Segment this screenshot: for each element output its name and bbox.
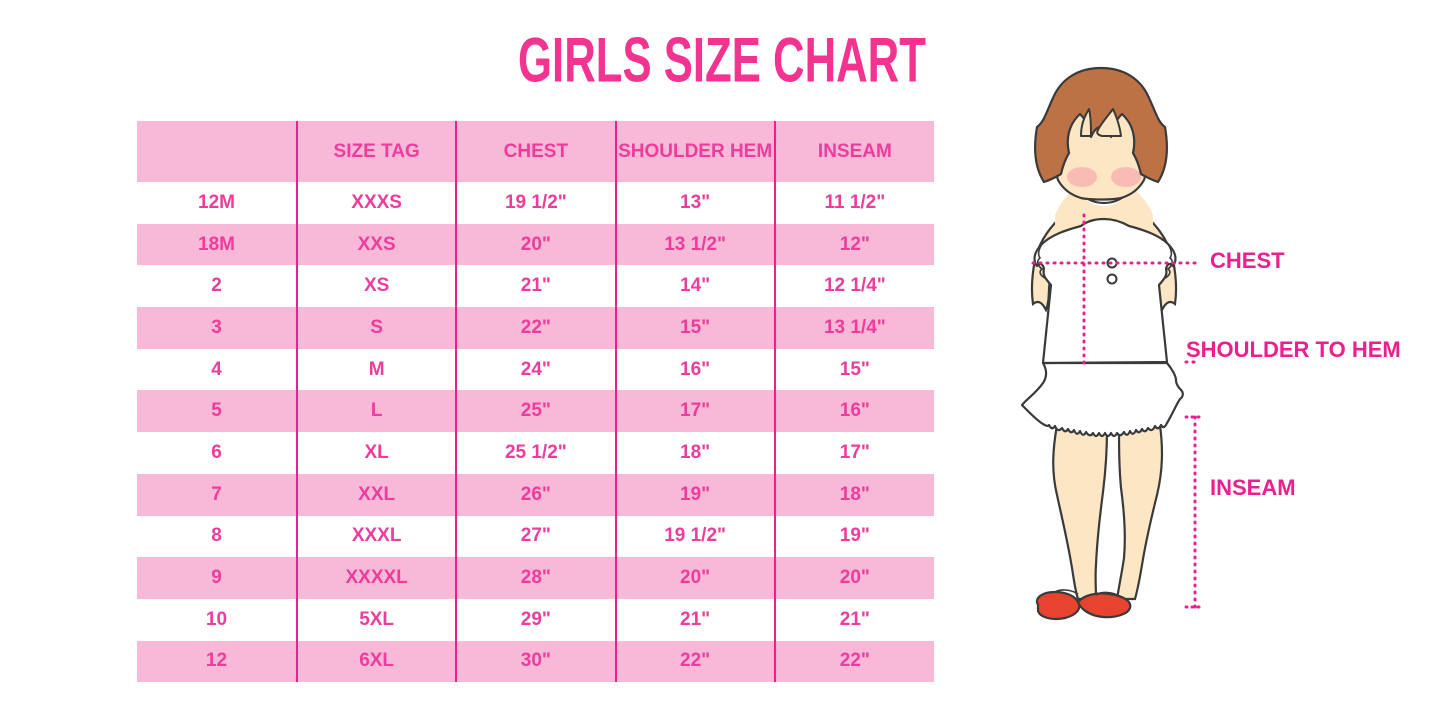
svg-text:CHEST: CHEST <box>1210 248 1285 273</box>
svg-text:INSEAM: INSEAM <box>1210 475 1296 500</box>
svg-text:SHOULDER TO HEM: SHOULDER TO HEM <box>1186 337 1401 362</box>
